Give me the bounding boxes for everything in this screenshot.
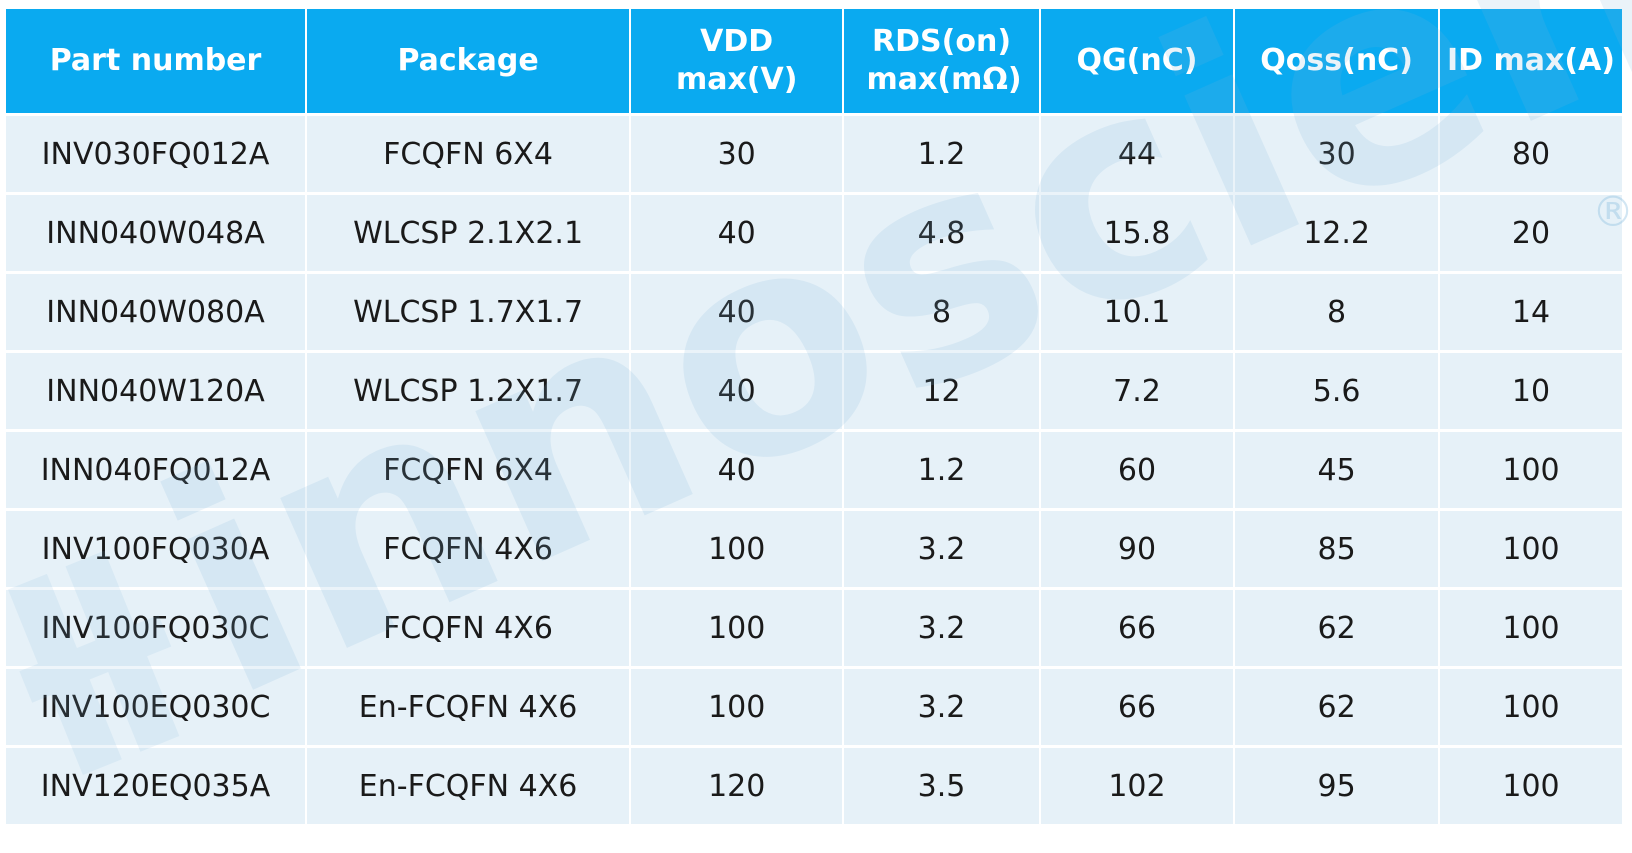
cell-id-max: 100: [1440, 511, 1622, 587]
cell-vdd-max: 40: [631, 432, 843, 508]
cell-part-number: INN040FQ012A: [6, 432, 306, 508]
cell-id-max: 80: [1440, 116, 1622, 192]
table-row: INN040FQ012A FCQFN 6X4 40 1.2 60 45 100: [6, 432, 1622, 508]
cell-qg: 60: [1040, 432, 1234, 508]
cell-part-number: INN040W120A: [6, 353, 306, 429]
cell-rds-on-max: 1.2: [844, 116, 1039, 192]
table-row: INN040W120A WLCSP 1.2X1.7 40 12 7.2 5.6 …: [6, 353, 1622, 429]
cell-package: FCQFN 4X6: [307, 511, 630, 587]
cell-vdd-max: 40: [631, 353, 843, 429]
cell-package: FCQFN 6X4: [307, 116, 630, 192]
header-package: Package: [307, 9, 630, 113]
cell-part-number: INV120EQ035A: [6, 748, 306, 824]
cell-rds-on-max: 1.2: [844, 432, 1039, 508]
cell-rds-on-max: 3.2: [844, 590, 1039, 666]
header-id-max: ID max(A): [1440, 9, 1622, 113]
cell-qoss: 62: [1235, 590, 1439, 666]
cell-part-number: INV100FQ030A: [6, 511, 306, 587]
header-vdd-max: VDD max(V): [631, 9, 843, 113]
cell-id-max: 10: [1440, 353, 1622, 429]
table-row: INV030FQ012A FCQFN 6X4 30 1.2 44 30 80: [6, 116, 1622, 192]
cell-qg: 15.8: [1040, 195, 1234, 271]
cell-package: WLCSP 1.7X1.7: [307, 274, 630, 350]
table-row: INV120EQ035A En-FCQFN 4X6 120 3.5 102 95…: [6, 748, 1622, 824]
cell-qoss: 8: [1235, 274, 1439, 350]
header-rds-on-max: RDS(on) max(mΩ): [844, 9, 1039, 113]
cell-id-max: 100: [1440, 748, 1622, 824]
table-row: INN040W080A WLCSP 1.7X1.7 40 8 10.1 8 14: [6, 274, 1622, 350]
product-spec-table: Part number Package VDD max(V) RDS(on) m…: [4, 6, 1624, 827]
header-part-number: Part number: [6, 9, 306, 113]
cell-package: FCQFN 6X4: [307, 432, 630, 508]
cell-rds-on-max: 3.5: [844, 748, 1039, 824]
cell-qoss: 62: [1235, 669, 1439, 745]
header-row: Part number Package VDD max(V) RDS(on) m…: [6, 9, 1622, 113]
cell-part-number: INN040W048A: [6, 195, 306, 271]
cell-rds-on-max: 3.2: [844, 511, 1039, 587]
cell-package: En-FCQFN 4X6: [307, 748, 630, 824]
header-rds-on-max-label: RDS(on) max(mΩ): [866, 24, 1022, 97]
table-row: INN040W048A WLCSP 2.1X2.1 40 4.8 15.8 12…: [6, 195, 1622, 271]
cell-vdd-max: 40: [631, 274, 843, 350]
cell-rds-on-max: 8: [844, 274, 1039, 350]
cell-package: WLCSP 2.1X2.1: [307, 195, 630, 271]
cell-part-number: INV100EQ030C: [6, 669, 306, 745]
cell-id-max: 14: [1440, 274, 1622, 350]
cell-rds-on-max: 12: [844, 353, 1039, 429]
cell-part-number: INN040W080A: [6, 274, 306, 350]
cell-qoss: 85: [1235, 511, 1439, 587]
cell-qoss: 95: [1235, 748, 1439, 824]
cell-qg: 44: [1040, 116, 1234, 192]
cell-qg: 66: [1040, 590, 1234, 666]
cell-qoss: 5.6: [1235, 353, 1439, 429]
cell-vdd-max: 30: [631, 116, 843, 192]
cell-id-max: 100: [1440, 590, 1622, 666]
header-qg: QG(nC): [1040, 9, 1234, 113]
cell-part-number: INV100FQ030C: [6, 590, 306, 666]
table-row: INV100FQ030A FCQFN 4X6 100 3.2 90 85 100: [6, 511, 1622, 587]
cell-vdd-max: 100: [631, 590, 843, 666]
table-row: INV100EQ030C En-FCQFN 4X6 100 3.2 66 62 …: [6, 669, 1622, 745]
cell-qg: 10.1: [1040, 274, 1234, 350]
cell-package: WLCSP 1.2X1.7: [307, 353, 630, 429]
cell-id-max: 100: [1440, 432, 1622, 508]
cell-qoss: 30: [1235, 116, 1439, 192]
cell-rds-on-max: 3.2: [844, 669, 1039, 745]
header-qoss: Qoss(nC): [1235, 9, 1439, 113]
cell-package: FCQFN 4X6: [307, 590, 630, 666]
cell-id-max: 20: [1440, 195, 1622, 271]
cell-vdd-max: 120: [631, 748, 843, 824]
cell-qg: 102: [1040, 748, 1234, 824]
table-row: INV100FQ030C FCQFN 4X6 100 3.2 66 62 100: [6, 590, 1622, 666]
cell-rds-on-max: 4.8: [844, 195, 1039, 271]
cell-qg: 66: [1040, 669, 1234, 745]
cell-part-number: INV030FQ012A: [6, 116, 306, 192]
cell-id-max: 100: [1440, 669, 1622, 745]
cell-package: En-FCQFN 4X6: [307, 669, 630, 745]
cell-vdd-max: 100: [631, 511, 843, 587]
cell-qoss: 12.2: [1235, 195, 1439, 271]
cell-qg: 7.2: [1040, 353, 1234, 429]
cell-qoss: 45: [1235, 432, 1439, 508]
cell-qg: 90: [1040, 511, 1234, 587]
cell-vdd-max: 100: [631, 669, 843, 745]
cell-vdd-max: 40: [631, 195, 843, 271]
